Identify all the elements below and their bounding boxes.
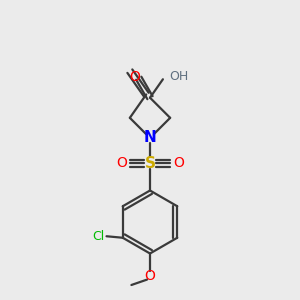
- Text: O: O: [173, 157, 184, 170]
- Text: Cl: Cl: [93, 230, 105, 243]
- Text: O: O: [145, 269, 155, 283]
- Text: N: N: [144, 130, 156, 146]
- Text: S: S: [145, 156, 155, 171]
- Text: OH: OH: [169, 70, 189, 83]
- Text: O: O: [130, 70, 141, 84]
- Text: O: O: [116, 157, 127, 170]
